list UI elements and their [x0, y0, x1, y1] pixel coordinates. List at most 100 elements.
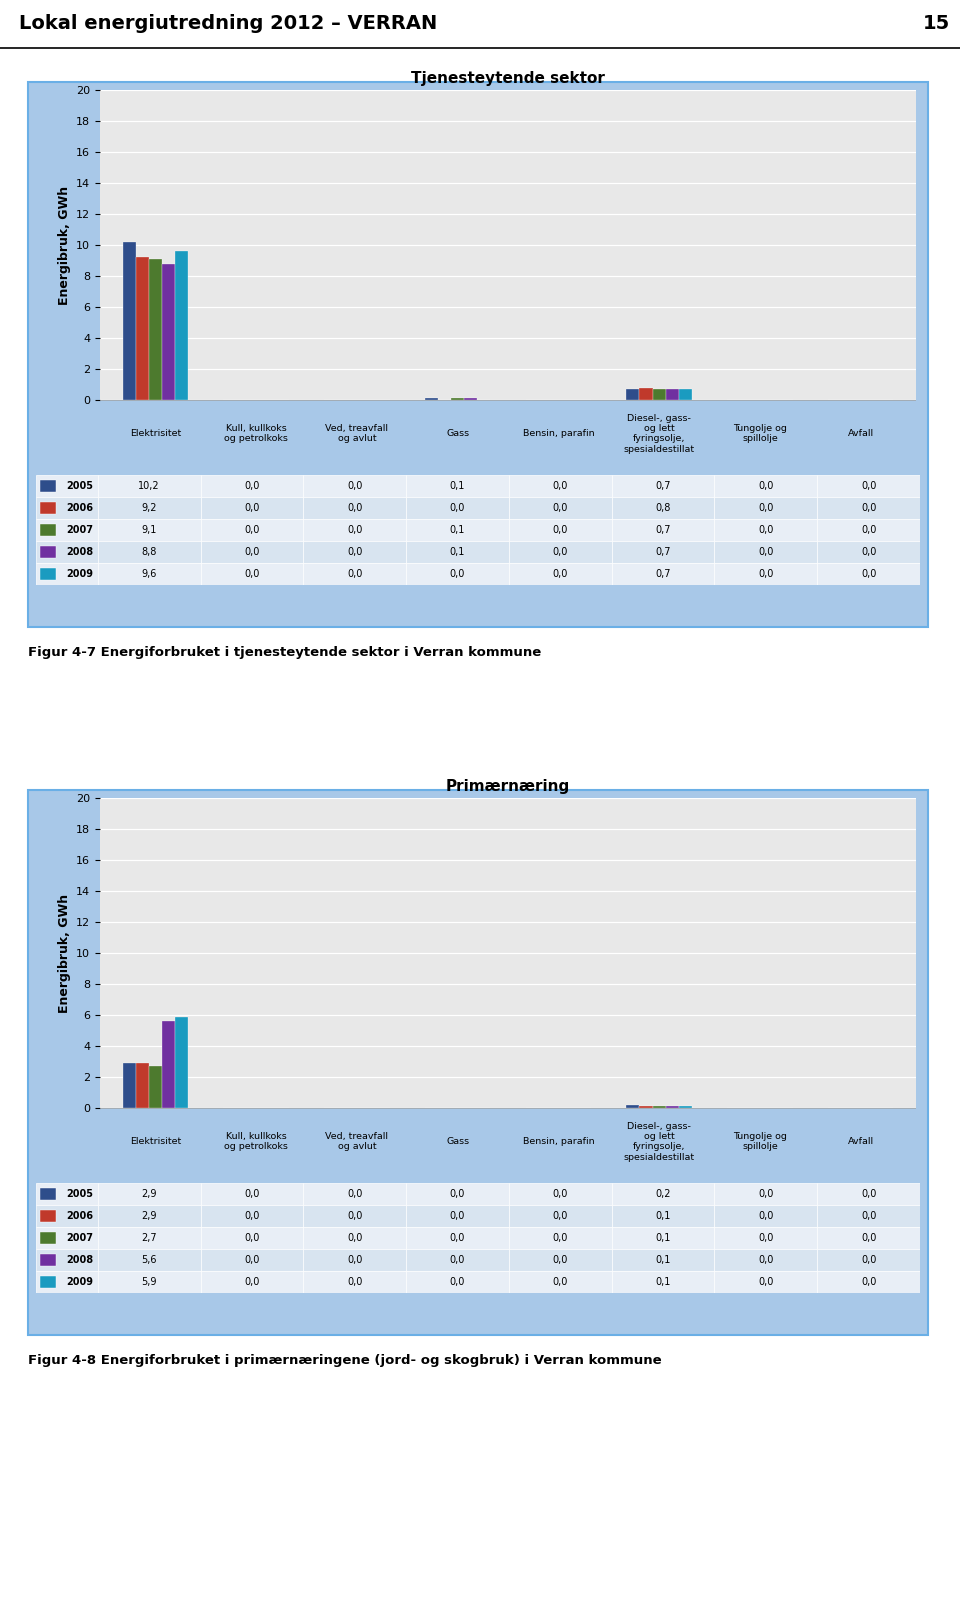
- Text: 0,7: 0,7: [656, 525, 671, 534]
- Text: 10,2: 10,2: [138, 482, 160, 491]
- Bar: [714, 518, 817, 541]
- Text: 0,0: 0,0: [861, 1189, 876, 1199]
- Bar: [406, 1271, 509, 1294]
- Text: 2009: 2009: [66, 570, 93, 579]
- Text: 0,0: 0,0: [758, 525, 774, 534]
- Bar: [201, 1226, 303, 1249]
- Text: 0,0: 0,0: [450, 1255, 466, 1265]
- Text: 0,0: 0,0: [861, 525, 876, 534]
- Bar: [149, 1066, 162, 1107]
- Text: 0,0: 0,0: [245, 570, 260, 579]
- Text: 8,8: 8,8: [141, 547, 156, 557]
- Bar: [162, 1021, 175, 1107]
- Text: 0,0: 0,0: [861, 482, 876, 491]
- Text: 0,0: 0,0: [348, 502, 363, 514]
- Text: 9,6: 9,6: [141, 570, 156, 579]
- Text: 0,0: 0,0: [348, 1255, 363, 1265]
- Text: 0,0: 0,0: [758, 1189, 774, 1199]
- Text: 0,7: 0,7: [656, 482, 671, 491]
- Bar: [162, 263, 175, 400]
- Text: Ved, treavfall
og avlut: Ved, treavfall og avlut: [325, 424, 389, 443]
- Bar: [714, 1226, 817, 1249]
- Bar: [40, 480, 57, 493]
- Text: 0,8: 0,8: [656, 502, 671, 514]
- Text: 5,9: 5,9: [141, 1278, 157, 1287]
- Text: 2,7: 2,7: [141, 1233, 157, 1242]
- Bar: [98, 1271, 201, 1294]
- Text: 2009: 2009: [66, 1278, 93, 1287]
- Text: 0,0: 0,0: [245, 1255, 260, 1265]
- Text: 0,0: 0,0: [758, 1278, 774, 1287]
- Text: 0,0: 0,0: [245, 482, 260, 491]
- Bar: [201, 1271, 303, 1294]
- Text: Diesel-, gass-
og lett
fyringsolje,
spesialdestillat: Diesel-, gass- og lett fyringsolje, spes…: [624, 1122, 695, 1162]
- Text: 0,0: 0,0: [553, 1212, 568, 1221]
- Text: Tungolje og
spillolje: Tungolje og spillolje: [732, 1132, 787, 1151]
- Bar: [612, 1183, 714, 1205]
- Y-axis label: Energibruk, GWh: Energibruk, GWh: [58, 894, 71, 1013]
- Text: 0,0: 0,0: [553, 1255, 568, 1265]
- Bar: [98, 541, 201, 563]
- Text: 0,0: 0,0: [553, 1233, 568, 1242]
- Bar: [303, 1226, 406, 1249]
- Text: 0,0: 0,0: [348, 482, 363, 491]
- Bar: [98, 498, 201, 518]
- Bar: [817, 541, 920, 563]
- Text: 0,0: 0,0: [450, 502, 466, 514]
- Text: 0,0: 0,0: [553, 482, 568, 491]
- Bar: [36, 1205, 98, 1226]
- Bar: [817, 518, 920, 541]
- Bar: [406, 1226, 509, 1249]
- Text: 0,1: 0,1: [656, 1212, 671, 1221]
- Bar: [817, 1205, 920, 1226]
- Text: 0,0: 0,0: [861, 547, 876, 557]
- Bar: [40, 1188, 57, 1201]
- Text: 0,0: 0,0: [245, 502, 260, 514]
- Text: 2008: 2008: [66, 1255, 93, 1265]
- Text: 0,1: 0,1: [450, 482, 466, 491]
- Bar: [201, 498, 303, 518]
- Text: Avfall: Avfall: [848, 1138, 874, 1146]
- Text: 0,0: 0,0: [861, 570, 876, 579]
- Text: 2,9: 2,9: [141, 1212, 157, 1221]
- Text: 0,0: 0,0: [861, 1255, 876, 1265]
- Bar: [98, 475, 201, 498]
- Bar: [135, 257, 149, 400]
- Bar: [612, 1249, 714, 1271]
- Text: 2006: 2006: [66, 502, 93, 514]
- Bar: [135, 1063, 149, 1107]
- Text: 0,0: 0,0: [758, 502, 774, 514]
- Bar: [509, 1249, 612, 1271]
- Bar: [509, 1183, 612, 1205]
- Text: 5,6: 5,6: [141, 1255, 157, 1265]
- Text: Tungolje og
spillolje: Tungolje og spillolje: [732, 424, 787, 443]
- Bar: [679, 388, 692, 400]
- Text: 0,0: 0,0: [245, 1278, 260, 1287]
- Bar: [201, 1183, 303, 1205]
- Text: Kull, kullkoks
og petrolkoks: Kull, kullkoks og petrolkoks: [225, 1132, 288, 1151]
- Text: 0,1: 0,1: [450, 525, 466, 534]
- Bar: [817, 1249, 920, 1271]
- Text: 0,7: 0,7: [656, 570, 671, 579]
- Text: 0,0: 0,0: [553, 570, 568, 579]
- Bar: [509, 518, 612, 541]
- Bar: [175, 252, 188, 400]
- Bar: [714, 1249, 817, 1271]
- Text: 15: 15: [924, 14, 950, 32]
- Bar: [98, 563, 201, 584]
- Bar: [406, 541, 509, 563]
- Bar: [40, 1233, 57, 1244]
- Bar: [36, 563, 98, 584]
- Bar: [509, 1226, 612, 1249]
- Bar: [303, 563, 406, 584]
- Bar: [612, 498, 714, 518]
- Text: 0,0: 0,0: [758, 547, 774, 557]
- Text: 0,0: 0,0: [450, 1278, 466, 1287]
- Text: 0,1: 0,1: [450, 547, 466, 557]
- Text: Diesel-, gass-
og lett
fyringsolje,
spesialdestillat: Diesel-, gass- og lett fyringsolje, spes…: [624, 414, 695, 454]
- Text: 0,0: 0,0: [245, 1189, 260, 1199]
- Bar: [40, 568, 57, 579]
- Bar: [36, 1271, 98, 1294]
- Bar: [612, 541, 714, 563]
- Bar: [201, 563, 303, 584]
